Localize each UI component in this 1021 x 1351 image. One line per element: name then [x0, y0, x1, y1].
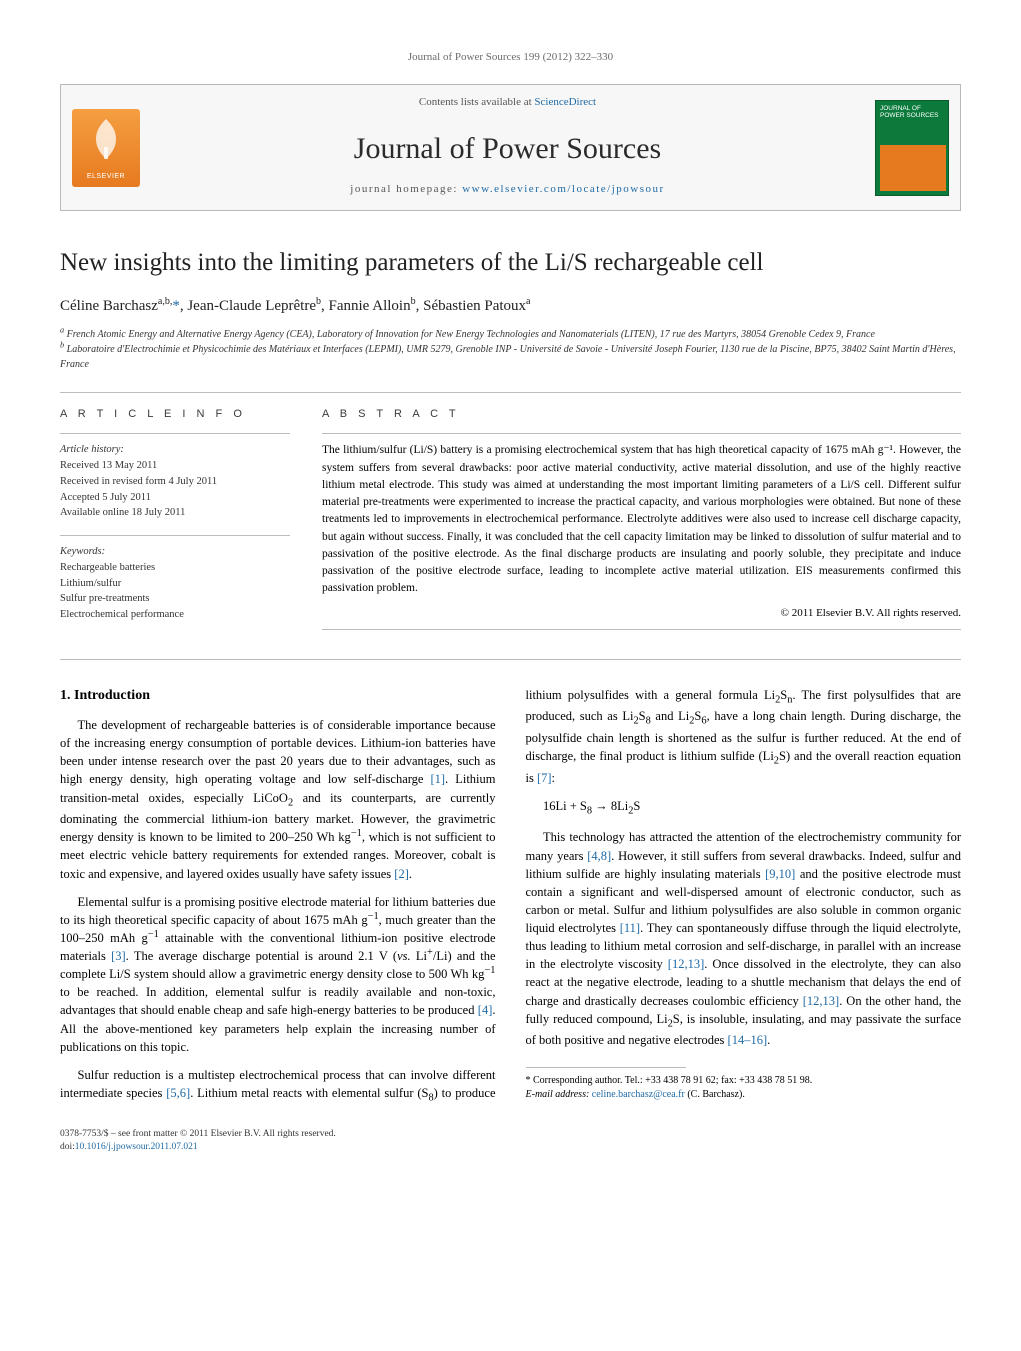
authors: Céline Barchasza,b,*, Jean-Claude Leprêt…	[60, 296, 961, 318]
ref-link[interactable]: [7]	[537, 771, 552, 785]
equation: 16Li + S8 → 8Li2S	[526, 797, 962, 819]
bottom-meta: 0378-7753/$ – see front matter © 2011 El…	[60, 1128, 961, 1155]
cover-art	[880, 145, 946, 191]
rule	[322, 433, 961, 434]
cover-box: JOURNAL OF POWER SOURCES	[864, 85, 960, 210]
sciencedirect-link[interactable]: ScienceDirect	[534, 96, 596, 108]
affil-sup: a	[526, 296, 530, 307]
rule	[60, 433, 290, 434]
ref-link[interactable]: [1]	[431, 772, 446, 786]
footnote-email-suffix: (C. Barchasz).	[687, 1089, 744, 1100]
ref-link[interactable]: [4]	[478, 1003, 493, 1017]
affiliation-b: b Laboratoire d'Electrochimie et Physico…	[60, 342, 961, 372]
doi-label: doi:	[60, 1142, 75, 1152]
ref-link[interactable]: [2]	[394, 867, 409, 881]
journal-masthead: ELSEVIER Contents lists available at Sci…	[60, 84, 961, 211]
elsevier-logo-text: ELSEVIER	[87, 172, 125, 182]
contents-prefix: Contents lists available at	[419, 96, 534, 108]
para: Elemental sulfur is a promising positive…	[60, 893, 496, 1056]
rule	[322, 629, 961, 630]
history-received: Received 13 May 2011	[60, 458, 290, 474]
rule	[60, 392, 961, 393]
footnote-email-link[interactable]: celine.barchasz@cea.fr	[592, 1089, 685, 1100]
body-two-columns: 1. Introduction The development of recha…	[60, 686, 961, 1106]
affiliations: a French Atomic Energy and Alternative E…	[60, 327, 961, 372]
issn-line: 0378-7753/$ – see front matter © 2011 El…	[60, 1128, 961, 1141]
journal-cover-thumb: JOURNAL OF POWER SOURCES	[875, 100, 949, 196]
journal-homepage-link[interactable]: www.elsevier.com/locate/jpowsour	[462, 183, 664, 195]
ref-link[interactable]: [9,10]	[765, 867, 795, 881]
journal-name: Journal of Power Sources	[159, 127, 856, 171]
keyword: Rechargeable batteries	[60, 560, 290, 576]
history-label: Article history:	[60, 442, 290, 458]
abstract-text: The lithium/sulfur (Li/S) battery is a p…	[322, 442, 961, 597]
elsevier-tree-icon	[86, 117, 126, 161]
ref-link[interactable]: [14–16]	[728, 1033, 768, 1047]
footnote-email-label: E-mail address:	[526, 1089, 590, 1100]
history-online: Available online 18 July 2011	[60, 505, 290, 521]
keyword: Electrochemical performance	[60, 607, 290, 623]
ref-link[interactable]: [5,6]	[166, 1086, 190, 1100]
history-revised: Received in revised form 4 July 2011	[60, 474, 290, 490]
corresponding-author-footnote: * Corresponding author. Tel.: +33 438 78…	[526, 1074, 962, 1102]
affil-sup: b	[316, 296, 321, 307]
homepage-line: journal homepage: www.elsevier.com/locat…	[159, 182, 856, 198]
affil-sup: a,b,	[158, 296, 172, 307]
corresponding-mark[interactable]: *	[172, 298, 180, 314]
abstract-heading: A B S T R A C T	[322, 407, 961, 423]
abstract-copyright: © 2011 Elsevier B.V. All rights reserved…	[322, 606, 961, 622]
article-title: New insights into the limiting parameter…	[60, 245, 961, 281]
doi-link[interactable]: 10.1016/j.jpowsour.2011.07.021	[75, 1142, 198, 1152]
footnote-corr: * Corresponding author. Tel.: +33 438 78…	[526, 1074, 962, 1088]
ref-link[interactable]: [12,13]	[803, 994, 839, 1008]
keywords-label: Keywords:	[60, 544, 290, 560]
keyword: Lithium/sulfur	[60, 576, 290, 592]
para: This technology has attracted the attent…	[526, 828, 962, 1049]
rule	[60, 659, 961, 660]
history-accepted: Accepted 5 July 2011	[60, 490, 290, 506]
running-head: Journal of Power Sources 199 (2012) 322–…	[60, 50, 961, 66]
cover-title: JOURNAL OF POWER SOURCES	[880, 105, 944, 119]
abstract-column: A B S T R A C T The lithium/sulfur (Li/S…	[322, 407, 961, 636]
homepage-prefix: journal homepage:	[350, 183, 462, 195]
affiliation-a: a French Atomic Energy and Alternative E…	[60, 327, 961, 342]
affil-sup: b	[411, 296, 416, 307]
ref-link[interactable]: [4,8]	[587, 849, 611, 863]
elsevier-logo: ELSEVIER	[72, 109, 140, 187]
section-heading: 1. Introduction	[60, 686, 496, 706]
rule	[60, 535, 290, 536]
ref-link[interactable]: [11]	[620, 921, 640, 935]
publisher-logo-box: ELSEVIER	[61, 85, 151, 210]
keyword: Sulfur pre-treatments	[60, 591, 290, 607]
article-info-column: A R T I C L E I N F O Article history: R…	[60, 407, 290, 636]
para: The development of rechargeable batterie…	[60, 716, 496, 883]
footnote-rule	[526, 1067, 686, 1068]
ref-link[interactable]: [3]	[111, 949, 126, 963]
contents-line: Contents lists available at ScienceDirec…	[159, 95, 856, 111]
article-info-heading: A R T I C L E I N F O	[60, 407, 290, 423]
ref-link[interactable]: [12,13]	[668, 957, 704, 971]
